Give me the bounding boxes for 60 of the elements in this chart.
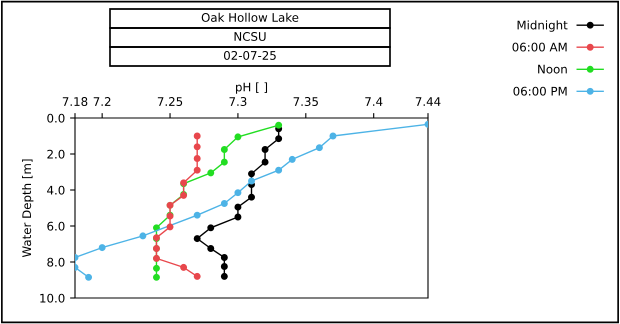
point [166,223,174,230]
y-axis-title: Water Depth [m] [22,159,34,258]
point [248,170,255,178]
point [152,274,160,281]
point [316,144,323,152]
point [220,200,228,207]
point [152,264,160,272]
point [329,132,336,140]
point [207,224,214,232]
point [248,194,255,201]
y-tick-label: 4.0 [47,186,64,195]
point [180,264,188,271]
point [275,122,282,129]
point [194,132,201,140]
x-tick-label: 7.35 [294,97,318,106]
chart-title: Oak Hollow Lake [202,12,298,22]
x-tick-label: 7.18 [62,97,88,106]
y-tick-label: 0.0 [47,114,64,123]
y-tick-label: 2.0 [47,150,64,159]
x-tick-label: 7.25 [158,97,182,106]
x-tick-label: 7.3 [230,97,246,106]
point [98,244,106,252]
point [262,158,269,166]
point [220,146,228,153]
point [234,214,242,220]
point [194,212,201,219]
legend-label: 06:00 AM [512,42,567,52]
point [248,178,255,184]
point [288,156,296,163]
point [207,245,214,252]
point [220,272,228,280]
x-tick-label: 7.4 [365,97,382,106]
x-tick-label: 7.2 [94,97,110,106]
point [262,146,269,153]
point [220,254,228,261]
y-tick-label: 6.0 [47,222,64,231]
x-tick-label: 7.44 [416,97,440,106]
point [234,133,242,140]
point [275,166,282,174]
legend-label: 06:00 PM [513,86,567,96]
point [234,204,242,211]
x-axis-title: pH [ ] [236,82,268,94]
legend-label: Noon [538,64,567,74]
chart-subtitle: NCSU [234,32,266,41]
point [194,235,201,242]
point [220,158,228,166]
point [194,155,201,162]
point [234,189,242,196]
point [85,274,92,281]
y-tick-label: 10.0 [40,294,64,303]
point [275,135,282,142]
legend-label: Midnight [518,20,568,32]
point [139,232,146,240]
point [194,272,201,280]
point [194,166,201,174]
point [220,263,228,270]
point [194,143,201,150]
point [207,169,214,176]
text: 02-07-25 [224,50,276,60]
y-tick-label: 8.0 [47,258,64,267]
